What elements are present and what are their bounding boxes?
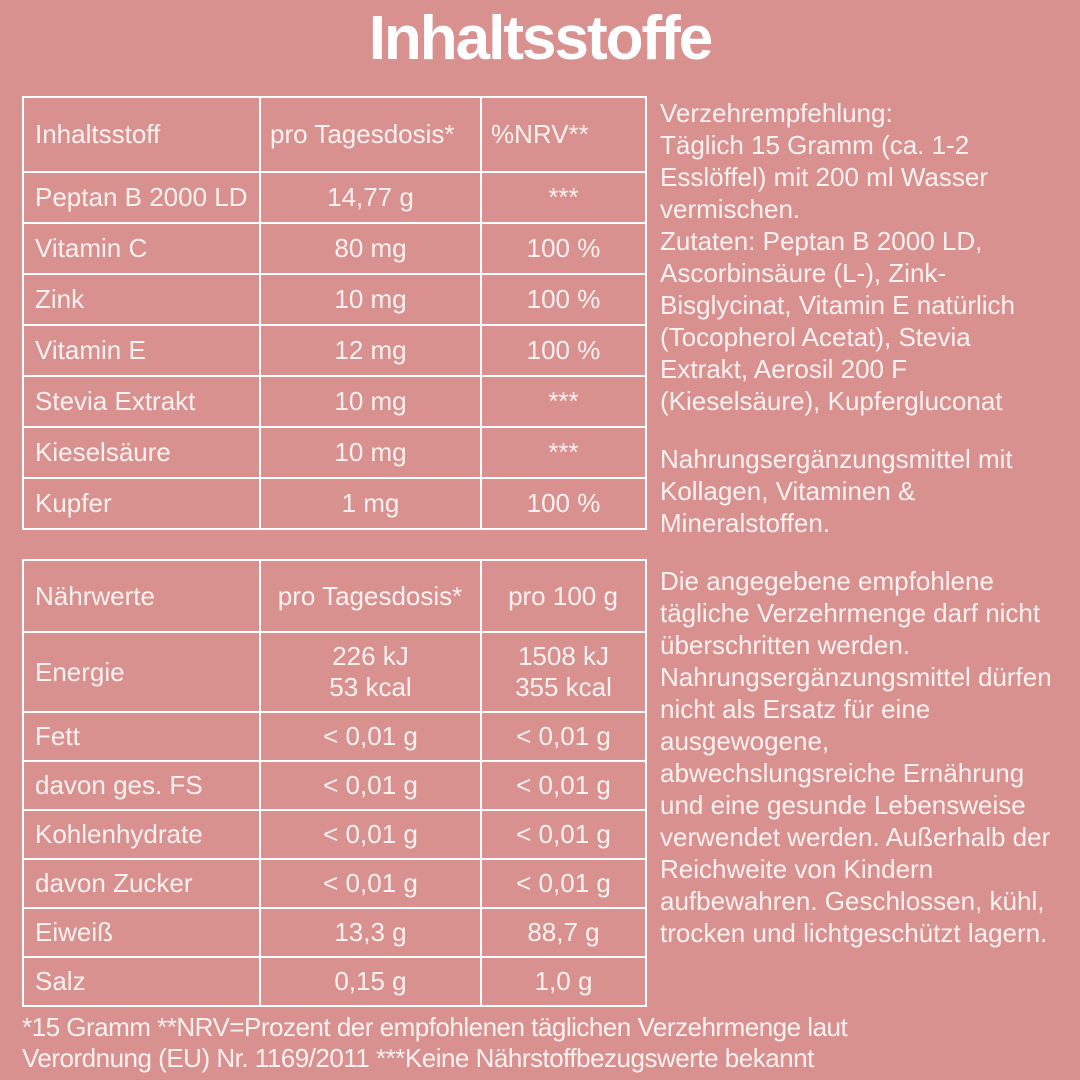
ingredient-nrv: 100 % <box>480 222 647 275</box>
footnote-text: *15 Gramm **NRV=Prozent der empfohlenen … <box>22 1012 848 1073</box>
nutrient-name: davon Zucker <box>22 858 261 909</box>
ingredient-name: Vitamin C <box>22 222 261 275</box>
nutrient-per-100g-value: < 0,01 g <box>480 809 647 860</box>
nutrient-daily-value: 226 kJ 53 kcal <box>259 631 482 713</box>
ingredient-dose: 1 mg <box>259 477 482 530</box>
table-row: Salz 0,15 g 1,0 g <box>22 956 647 1007</box>
table-row: Vitamin E 12 mg 100 % <box>22 324 647 377</box>
nutrient-name: Salz <box>22 956 261 1007</box>
page-title: Inhaltsstoffe <box>368 4 714 73</box>
nutrient-name: Eiweiß <box>22 907 261 958</box>
nutrition-table-header-row: Nährwerte pro Tagesdosis* pro 100 g <box>22 559 647 633</box>
table-row: davon ges. FS < 0,01 g < 0,01 g <box>22 760 647 811</box>
table-row: Fett < 0,01 g < 0,01 g <box>22 711 647 762</box>
nutrition-table: Nährwerte pro Tagesdosis* pro 100 g Ener… <box>22 559 647 1007</box>
ingredient-name: Kupfer <box>22 477 261 530</box>
nutrition-header-name: Nährwerte <box>22 559 261 633</box>
table-row: Kohlenhydrate < 0,01 g < 0,01 g <box>22 809 647 860</box>
ingredient-name: Vitamin E <box>22 324 261 377</box>
warning-storage-text: Die angegebene empfohlene tägliche Verze… <box>660 566 1052 948</box>
ingredient-name: Zink <box>22 273 261 326</box>
nutrient-daily-value: 13,3 g <box>259 907 482 958</box>
table-row: Eiweiß 13,3 g 88,7 g <box>22 907 647 958</box>
ingredient-dose: 14,77 g <box>259 171 482 224</box>
consumption-recommendation-text: Verzehrempfehlung: Täglich 15 Gramm (ca.… <box>660 98 1016 416</box>
ingredient-name: Stevia Extrakt <box>22 375 261 428</box>
supplement-description-text: Nahrungsergänzungsmittel mit Kollagen, V… <box>660 444 1013 538</box>
ingredient-nrv: 100 % <box>480 273 647 326</box>
table-row: Kieselsäure 10 mg *** <box>22 426 647 479</box>
table-row: Peptan B 2000 LD 14,77 g *** <box>22 171 647 224</box>
ingredient-name: Peptan B 2000 LD <box>22 171 261 224</box>
ingredient-dose: 10 mg <box>259 426 482 479</box>
nutrient-per-100g-value: 1508 kJ 355 kcal <box>480 631 647 713</box>
tables-column: Inhaltsstoff pro Tagesdosis* %NRV** Pept… <box>22 96 647 1007</box>
table-row: davon Zucker < 0,01 g < 0,01 g <box>22 858 647 909</box>
nutrition-header-per-100g: pro 100 g <box>480 559 647 633</box>
nutrient-daily-value: < 0,01 g <box>259 858 482 909</box>
nutrient-name: davon ges. FS <box>22 760 261 811</box>
ingredients-header-daily-dose: pro Tagesdosis* <box>259 96 482 173</box>
nutrient-name: Kohlenhydrate <box>22 809 261 860</box>
nutrient-daily-value: < 0,01 g <box>259 760 482 811</box>
ingredient-nrv: 100 % <box>480 324 647 377</box>
table-row: Vitamin C 80 mg 100 % <box>22 222 647 275</box>
info-column: Verzehrempfehlung: Täglich 15 Gramm (ca.… <box>660 97 1066 975</box>
nutrient-per-100g-value: 1,0 g <box>480 956 647 1007</box>
nutrient-name: Fett <box>22 711 261 762</box>
ingredients-table: Inhaltsstoff pro Tagesdosis* %NRV** Pept… <box>22 96 647 530</box>
nutrition-header-daily-dose: pro Tagesdosis* <box>259 559 482 633</box>
ingredient-nrv: 100 % <box>480 477 647 530</box>
ingredients-header-nrv: %NRV** <box>480 96 647 173</box>
nutrient-daily-value: < 0,01 g <box>259 711 482 762</box>
nutrient-daily-value: < 0,01 g <box>259 809 482 860</box>
table-row: Energie 226 kJ 53 kcal 1508 kJ 355 kcal <box>22 631 647 713</box>
ingredient-dose: 10 mg <box>259 375 482 428</box>
nutrient-per-100g-value: < 0,01 g <box>480 760 647 811</box>
table-row: Zink 10 mg 100 % <box>22 273 647 326</box>
nutrient-daily-value: 0,15 g <box>259 956 482 1007</box>
ingredient-dose: 12 mg <box>259 324 482 377</box>
table-row: Stevia Extrakt 10 mg *** <box>22 375 647 428</box>
ingredients-header-name: Inhaltsstoff <box>22 96 261 173</box>
ingredient-nrv: *** <box>480 375 647 428</box>
ingredient-nrv: *** <box>480 426 647 479</box>
ingredient-dose: 10 mg <box>259 273 482 326</box>
table-row: Kupfer 1 mg 100 % <box>22 477 647 530</box>
ingredients-table-header-row: Inhaltsstoff pro Tagesdosis* %NRV** <box>22 96 647 173</box>
ingredient-name: Kieselsäure <box>22 426 261 479</box>
nutrient-name: Energie <box>22 631 261 713</box>
nutrient-per-100g-value: 88,7 g <box>480 907 647 958</box>
nutrient-per-100g-value: < 0,01 g <box>480 711 647 762</box>
nutrient-per-100g-value: < 0,01 g <box>480 858 647 909</box>
ingredient-dose: 80 mg <box>259 222 482 275</box>
ingredient-nrv: *** <box>480 171 647 224</box>
